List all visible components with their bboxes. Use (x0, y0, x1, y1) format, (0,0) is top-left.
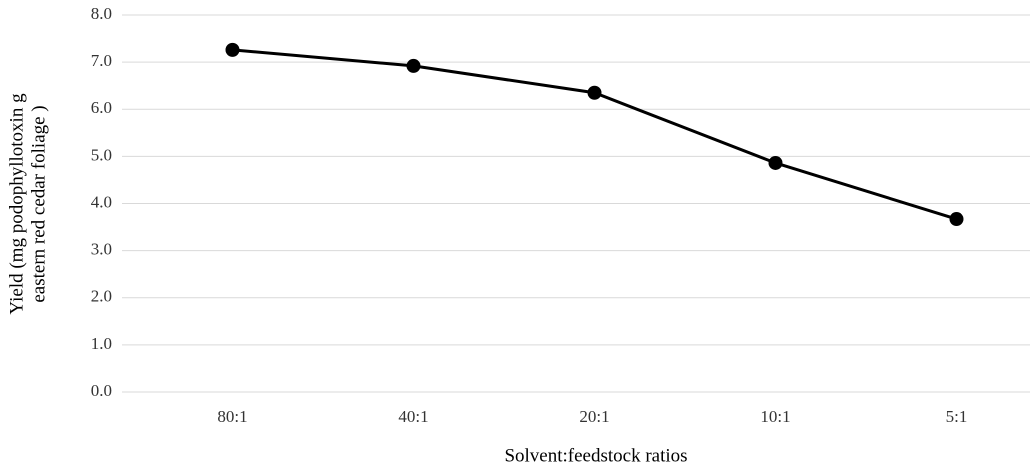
x-tick-label: 5:1 (946, 407, 968, 426)
y-axis-title-line: Yield (mg podophyllotoxin g (6, 93, 27, 315)
y-tick-label: 4.0 (91, 192, 112, 211)
y-tick-label: 7.0 (91, 51, 112, 70)
y-axis-title: Yield (mg podophyllotoxin g eastern red … (6, 93, 49, 315)
y-tick-label: 5.0 (91, 145, 112, 164)
y-tick-label: 6.0 (91, 98, 112, 117)
x-tick-label: 20:1 (579, 407, 609, 426)
y-axis-title-line: eastern red cedar foliage ) (28, 105, 49, 302)
data-point (949, 212, 964, 227)
y-tick-label: 8.0 (91, 4, 112, 23)
x-tick-label: 80:1 (217, 407, 247, 426)
y-tick-label: 1.0 (91, 334, 112, 353)
data-point (406, 58, 421, 73)
y-tick-label: 2.0 (91, 287, 112, 306)
x-axis-title: Solvent:feedstock ratios (504, 445, 687, 466)
y-tick-label: 0.0 (91, 381, 112, 400)
data-point (768, 155, 783, 170)
data-point (225, 42, 240, 57)
x-tick-label: 40:1 (398, 407, 428, 426)
x-tick-label: 10:1 (760, 407, 790, 426)
data-point (587, 85, 602, 100)
data-line (232, 48, 957, 221)
y-tick-label: 3.0 (91, 240, 112, 259)
